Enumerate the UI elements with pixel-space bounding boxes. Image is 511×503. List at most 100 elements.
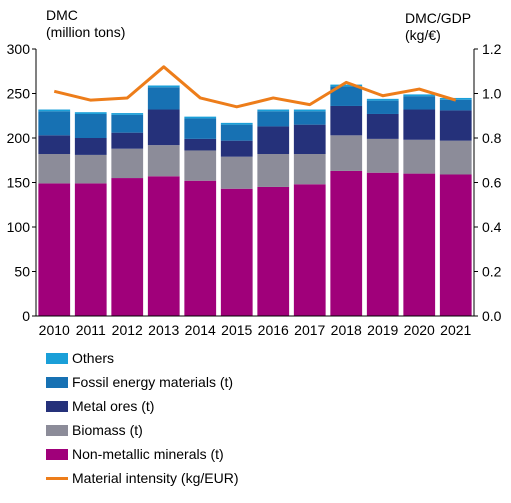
bar-2016-series-4 xyxy=(257,109,290,112)
left-axis-title-line1: DMC xyxy=(46,7,78,23)
bar-2014-series-0 xyxy=(184,180,217,316)
legend-label-others: Others xyxy=(72,350,115,366)
bar-2014-series-4 xyxy=(184,116,217,119)
bar-2014-series-2 xyxy=(184,138,217,151)
bar-2016-series-3 xyxy=(257,111,290,127)
bar-2017-series-2 xyxy=(293,124,326,155)
legend-item-biomass: Biomass (t) xyxy=(46,418,239,442)
bar-2013-series-1 xyxy=(147,145,180,177)
bar-2012-series-3 xyxy=(111,114,144,133)
bar-2021-series-2 xyxy=(439,110,472,141)
y2-tick-label: 0.8 xyxy=(482,130,502,146)
axes-group: 0 50 100 150 200 250 300 0.0 0.2 0.4 0.6 0.8 1.0 1.2 2… xyxy=(7,41,502,338)
bar-2018-series-2 xyxy=(330,105,363,136)
bar-2021-series-0 xyxy=(439,174,472,316)
right-axis-title-line2: (kg/€) xyxy=(405,27,441,43)
legend-swatch-metal xyxy=(46,400,68,412)
bar-2021-series-3 xyxy=(439,99,472,111)
legend-swatch-others xyxy=(46,352,68,364)
y2-tick-label: 0.6 xyxy=(482,175,502,191)
bar-2015-series-0 xyxy=(220,188,253,316)
x-tick-label: 2010 xyxy=(39,322,70,338)
legend-item-intensity: Material intensity (kg/EUR) xyxy=(46,466,239,490)
x-tick-label: 2021 xyxy=(440,322,471,338)
bar-2015-series-1 xyxy=(220,156,253,189)
dmc-chart: DMC (million tons) DMC/GDP (kg/€) 0 50 100… xyxy=(7,7,502,338)
bar-2015-series-3 xyxy=(220,124,253,141)
bar-2012-series-4 xyxy=(111,113,144,115)
bar-2013-series-2 xyxy=(147,109,180,146)
legend-item-nonmetallic: Non-metallic minerals (t) xyxy=(46,442,239,466)
bar-2019-series-3 xyxy=(366,100,399,114)
bar-2016-series-0 xyxy=(257,186,290,316)
bar-2019-series-2 xyxy=(366,113,399,139)
x-tick-label: 2014 xyxy=(185,322,216,338)
bar-group xyxy=(38,84,472,316)
bar-2020-series-4 xyxy=(403,94,436,97)
bar-2010-series-4 xyxy=(38,109,71,112)
bar-2013-series-4 xyxy=(147,85,180,88)
bar-2020-series-0 xyxy=(403,173,436,316)
left-axis-title-line2: (million tons) xyxy=(46,24,125,40)
y2-tick-label: 1.2 xyxy=(482,41,502,57)
legend-item-fossil: Fossil energy materials (t) xyxy=(46,370,239,394)
y-tick-label: 300 xyxy=(7,41,31,57)
y-tick-label: 100 xyxy=(7,219,31,235)
bar-2011-series-1 xyxy=(74,154,107,184)
x-tick-label: 2016 xyxy=(258,322,289,338)
legend-label-metal: Metal ores (t) xyxy=(72,398,155,414)
y-tick-label: 250 xyxy=(7,86,31,102)
bar-2017-series-0 xyxy=(293,184,326,316)
y2-tick-label: 0.4 xyxy=(482,219,502,235)
x-tick-label: 2018 xyxy=(331,322,362,338)
legend-swatch-intensity xyxy=(46,476,68,480)
bar-2017-series-4 xyxy=(293,109,326,112)
x-tick-label: 2019 xyxy=(367,322,398,338)
bar-2019-series-0 xyxy=(366,172,399,316)
bar-2011-series-0 xyxy=(74,183,107,316)
bar-2019-series-4 xyxy=(366,98,399,101)
bar-2019-series-1 xyxy=(366,138,399,173)
bar-2018-series-3 xyxy=(330,86,363,106)
bar-2014-series-3 xyxy=(184,118,217,139)
bar-2017-series-1 xyxy=(293,154,326,185)
y-tick-label: 50 xyxy=(14,264,30,280)
bar-2018-series-1 xyxy=(330,135,363,171)
legend-swatch-nonmetallic xyxy=(46,448,68,460)
x-tick-label: 2017 xyxy=(294,322,325,338)
bar-2015-series-2 xyxy=(220,140,253,157)
bar-2013-series-0 xyxy=(147,176,180,316)
x-tick-label: 2012 xyxy=(112,322,143,338)
y-tick-label: 150 xyxy=(7,175,31,191)
x-tick-label: 2015 xyxy=(221,322,252,338)
legend-label-fossil: Fossil energy materials (t) xyxy=(72,374,234,390)
bar-2015-series-4 xyxy=(220,122,253,125)
x-tick-label: 2013 xyxy=(148,322,179,338)
legend-label-intensity: Material intensity (kg/EUR) xyxy=(72,470,239,486)
legend-swatch-biomass xyxy=(46,424,68,436)
bar-2010-series-1 xyxy=(38,154,71,184)
bar-2020-series-3 xyxy=(403,96,436,110)
legend-item-others: Others xyxy=(46,346,239,370)
legend-label-biomass: Biomass (t) xyxy=(72,422,143,438)
legend: Others Fossil energy materials (t) Metal… xyxy=(46,346,239,490)
bar-2012-series-0 xyxy=(111,178,144,316)
y-tick-label: 0 xyxy=(22,308,30,324)
x-tick-label: 2020 xyxy=(404,322,435,338)
y2-tick-label: 1.0 xyxy=(482,86,502,102)
y2-tick-label: 0.0 xyxy=(482,308,502,324)
y-tick-label: 200 xyxy=(7,130,31,146)
bar-2011-series-3 xyxy=(74,113,107,138)
bar-2020-series-2 xyxy=(403,109,436,140)
bar-2014-series-1 xyxy=(184,150,217,181)
bar-2012-series-1 xyxy=(111,148,144,179)
material-intensity-line xyxy=(53,65,457,109)
bar-2020-series-1 xyxy=(403,139,436,174)
bar-2021-series-1 xyxy=(439,140,472,175)
bar-2018-series-0 xyxy=(330,170,363,316)
legend-label-nonmetallic: Non-metallic minerals (t) xyxy=(72,446,224,462)
bar-2013-series-3 xyxy=(147,87,180,110)
bar-2010-series-0 xyxy=(38,183,71,316)
bar-2017-series-3 xyxy=(293,111,326,125)
y2-tick-label: 0.2 xyxy=(482,264,502,280)
